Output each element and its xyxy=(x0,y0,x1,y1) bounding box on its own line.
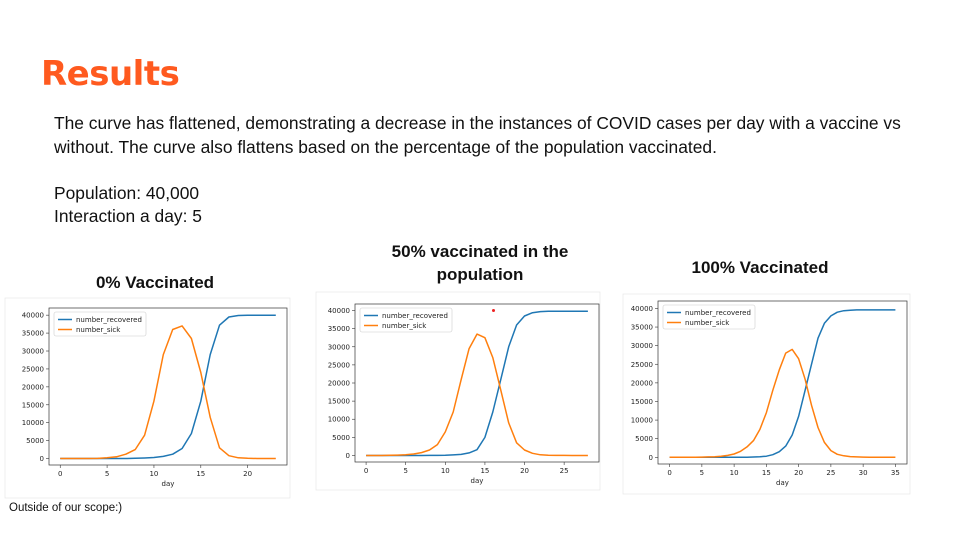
y-tick-label: 40000 xyxy=(328,307,350,315)
x-axis-label: day xyxy=(162,480,175,488)
y-tick-label: 20000 xyxy=(22,383,44,391)
x-tick-label: 5 xyxy=(403,467,407,475)
x-tick-label: 35 xyxy=(891,469,900,477)
y-tick-label: 20000 xyxy=(631,379,653,387)
x-axis-label: day xyxy=(471,477,484,485)
interaction-text: Interaction a day: 5 xyxy=(54,206,202,226)
x-tick-label: 25 xyxy=(560,467,569,475)
x-tick-label: 20 xyxy=(243,470,252,478)
legend-label: number_sick xyxy=(76,326,121,334)
y-tick-label: 10000 xyxy=(22,419,44,427)
x-tick-label: 15 xyxy=(480,467,489,475)
x-tick-label: 5 xyxy=(700,469,704,477)
y-tick-label: 35000 xyxy=(328,325,350,333)
legend-box xyxy=(53,311,147,337)
x-tick-label: 10 xyxy=(730,469,739,477)
x-axis-label: day xyxy=(776,479,789,487)
x-tick-label: 0 xyxy=(667,469,671,477)
plot-area xyxy=(657,300,908,465)
x-tick-label: 30 xyxy=(859,469,868,477)
population-text: Population: 40,000 xyxy=(54,183,200,203)
y-tick-label: 30000 xyxy=(328,343,350,351)
y-tick-label: 0 xyxy=(40,455,44,463)
x-tick-label: 15 xyxy=(196,470,205,478)
series-line-number_sick xyxy=(669,348,896,459)
x-tick-label: 10 xyxy=(149,470,158,478)
y-tick-label: 5000 xyxy=(26,437,44,445)
y-tick-label: 10000 xyxy=(631,417,653,425)
footnote-text: Outside of our scope:) xyxy=(9,502,123,514)
x-tick-label: 20 xyxy=(520,467,529,475)
y-tick-label: 5000 xyxy=(635,435,653,443)
x-tick-label: 0 xyxy=(364,467,368,475)
y-tick-label: 40000 xyxy=(631,305,653,313)
series-line-number_sick xyxy=(60,325,276,460)
y-tick-label: 30000 xyxy=(631,342,653,350)
chart-title-0-percent: 0% Vaccinated xyxy=(95,273,215,292)
red-dot-marker xyxy=(492,309,495,312)
legend-box xyxy=(359,307,453,333)
y-tick-label: 20000 xyxy=(328,380,350,388)
y-tick-label: 0 xyxy=(649,454,653,462)
legend-label: number_recovered xyxy=(382,312,448,320)
legend-label: number_recovered xyxy=(76,316,142,324)
y-tick-label: 5000 xyxy=(332,434,350,442)
x-tick-label: 10 xyxy=(441,467,450,475)
y-tick-label: 35000 xyxy=(22,330,44,338)
x-tick-label: 0 xyxy=(58,470,62,478)
y-tick-label: 25000 xyxy=(328,361,350,369)
y-tick-label: 10000 xyxy=(328,416,350,424)
plot-area xyxy=(48,307,288,466)
y-tick-label: 15000 xyxy=(631,398,653,406)
chart-title-50-line2: population xyxy=(436,265,524,284)
y-tick-label: 40000 xyxy=(22,312,44,320)
slide-title: Results xyxy=(41,54,180,94)
y-tick-label: 15000 xyxy=(22,401,44,409)
y-tick-label: 30000 xyxy=(22,348,44,356)
chart-title-50-percent: 50% vaccinated in the population xyxy=(360,240,600,286)
x-tick-label: 20 xyxy=(794,469,803,477)
legend-box xyxy=(662,304,756,330)
y-tick-label: 25000 xyxy=(22,365,44,373)
y-tick-label: 25000 xyxy=(631,361,653,369)
legend-label: number_recovered xyxy=(685,309,751,317)
x-tick-label: 5 xyxy=(105,470,109,478)
legend-label: number_sick xyxy=(685,319,730,327)
x-tick-label: 25 xyxy=(826,469,835,477)
chart-title-50-line1: 50% vaccinated in the xyxy=(391,242,569,261)
series-line-number_sick xyxy=(366,333,588,457)
y-tick-label: 0 xyxy=(346,452,350,460)
x-tick-label: 15 xyxy=(762,469,771,477)
legend-label: number_sick xyxy=(382,322,427,330)
y-tick-label: 15000 xyxy=(328,398,350,406)
y-tick-label: 35000 xyxy=(631,324,653,332)
chart-title-100-percent: 100% Vaccinated xyxy=(691,258,829,277)
intro-paragraph: The curve has flattened, demonstrating a… xyxy=(54,113,901,157)
